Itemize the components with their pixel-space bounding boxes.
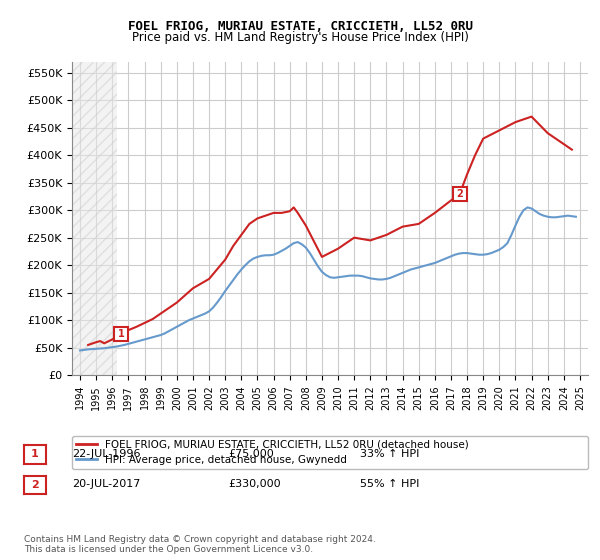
Text: Price paid vs. HM Land Registry's House Price Index (HPI): Price paid vs. HM Land Registry's House …: [131, 31, 469, 44]
Text: FOEL FRIOG, MURIAU ESTATE, CRICCIETH, LL52 0RU: FOEL FRIOG, MURIAU ESTATE, CRICCIETH, LL…: [128, 20, 473, 32]
Text: 55% ↑ HPI: 55% ↑ HPI: [360, 479, 419, 489]
Text: 22-JUL-1996: 22-JUL-1996: [72, 449, 140, 459]
Text: £75,000: £75,000: [228, 449, 274, 459]
Text: 1: 1: [118, 329, 125, 339]
Text: Contains HM Land Registry data © Crown copyright and database right 2024.
This d: Contains HM Land Registry data © Crown c…: [24, 535, 376, 554]
Text: 20-JUL-2017: 20-JUL-2017: [72, 479, 140, 489]
Text: 1: 1: [31, 450, 38, 459]
Text: 33% ↑ HPI: 33% ↑ HPI: [360, 449, 419, 459]
Text: £330,000: £330,000: [228, 479, 281, 489]
Text: 2: 2: [31, 480, 38, 490]
Text: 2: 2: [457, 189, 463, 199]
Legend: FOEL FRIOG, MURIAU ESTATE, CRICCIETH, LL52 0RU (detached house), HPI: Average pr: FOEL FRIOG, MURIAU ESTATE, CRICCIETH, LL…: [72, 436, 588, 469]
